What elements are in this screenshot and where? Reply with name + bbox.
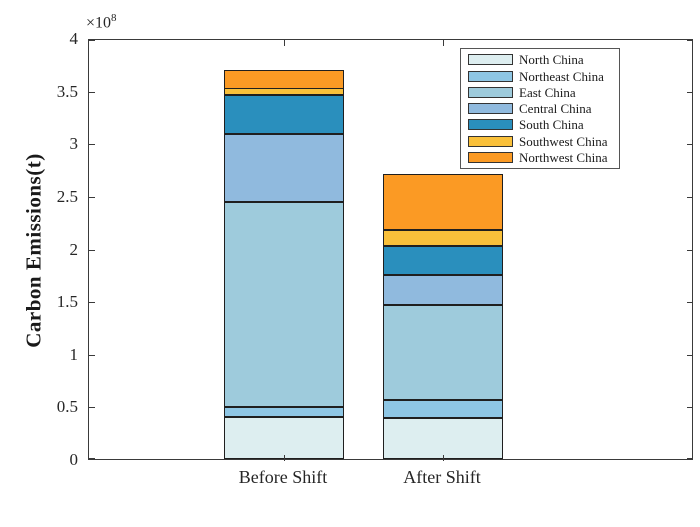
legend-label: North China [519,52,584,68]
y-tick-right [687,249,693,251]
exponent-base: ×10 [86,14,112,32]
legend-box: North China Northeast China East China Cent… [460,48,620,169]
y-tick-right [687,302,693,304]
x-tick-top [442,40,444,46]
y-tick-label: 4 [69,29,79,48]
legend-label: Central China [519,101,592,116]
legend-swatch-central-china [468,103,513,114]
legend-label: Northwest China [519,149,608,165]
bar-segment-south-china [383,246,503,275]
bar-segment-northeast-china [224,407,344,417]
y-tick-left [89,407,95,409]
y-tick-left [89,249,95,251]
y-tick-left [89,458,95,459]
y-tick-label: 0.5 [56,397,78,417]
y-tick-label: 3 [69,134,79,154]
legend-item: Northwest China [461,150,619,165]
y-tick-label: 2.5 [56,186,78,206]
legend-swatch-southwest-china [468,135,513,147]
x-tick-label: Before Shift [238,467,328,487]
bar-segment-east-china [383,305,503,400]
bar-segment-central-china [383,275,503,305]
y-tick-label: 1.5 [56,292,78,312]
bar-segment-east-china [224,202,344,407]
y-tick-label: 1 [69,344,79,364]
bar-segment-central-china [224,134,344,202]
bar-segment-northwest-china [383,174,503,230]
legend-swatch-northeast-china [468,70,513,82]
legend-item: South China [461,117,619,132]
legend-swatch-south-china [468,119,513,131]
bar-segment-southwest-china [383,230,503,246]
x-tick-label: After Shift [403,467,481,487]
y-tick-label: 3.5 [56,81,78,101]
legend-item: North China [461,52,619,67]
legend-item: Northeast China [461,69,619,84]
y-tick-left [89,91,95,93]
bar-segment-northeast-china [383,400,503,418]
x-tick-bottom [442,455,444,461]
y-axis-exponent-label: ×108 [86,12,117,32]
legend-item: Central China [461,101,619,116]
x-tick-top [283,40,285,46]
bar-segment-northwest-china [224,70,344,89]
y-tick-right [687,196,693,198]
legend-swatch-northwest-china [468,151,513,163]
x-tick-bottom [283,455,285,461]
bar-segment-north-china [383,418,503,459]
y-tick-right [687,144,693,146]
legend-label: Northeast China [519,68,604,84]
y-tick-left [89,40,95,41]
bar-segment-north-china [224,417,344,459]
y-tick-left [89,196,95,198]
y-tick-left [89,354,95,356]
y-tick-left [89,302,95,304]
legend-item: East China [461,85,619,100]
y-tick-right [687,354,693,356]
y-tick-right [687,407,693,409]
legend-swatch-north-china [468,54,513,66]
y-tick-label: 0 [69,450,79,469]
legend-label: South China [519,117,584,133]
legend-item: Southwest China [461,134,619,149]
y-tick-right [687,458,693,459]
y-tick-right [687,91,693,93]
legend-swatch-east-china [468,86,513,98]
y-tick-right [687,40,693,41]
legend-label: East China [519,84,576,100]
y-tick-label: 2 [69,239,79,259]
bar-segment-southwest-china [224,88,344,95]
exponent-power: 8 [111,12,117,24]
y-tick-left [89,144,95,146]
legend-label: Southwest China [519,133,608,149]
bar-segment-south-china [224,95,344,134]
